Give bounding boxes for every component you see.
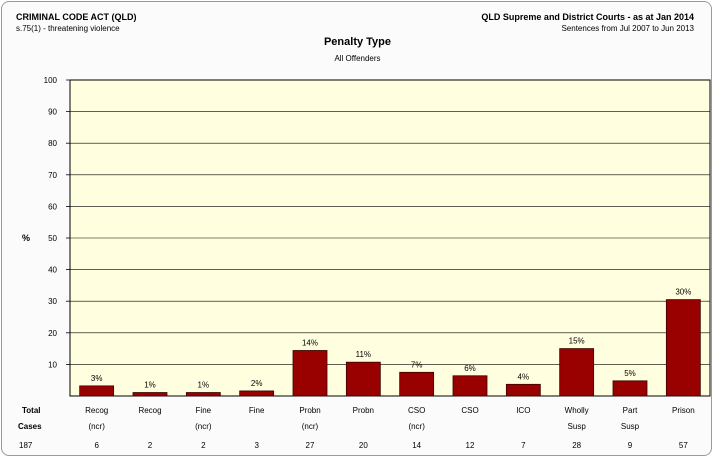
bar-value-label: 1% (144, 381, 156, 390)
bar (292, 350, 328, 397)
case-count: 12 (466, 441, 475, 450)
y-tick-label: 60 (48, 202, 57, 211)
y-tick-label: 40 (48, 266, 57, 275)
category-sublabel: (ncr) (408, 422, 425, 431)
bar (185, 392, 221, 397)
bar-value-label: 14% (302, 338, 318, 347)
case-count: 28 (572, 441, 581, 450)
cases-label: Cases (18, 422, 42, 431)
bar-value-label: 6% (464, 364, 476, 373)
y-tick-label: 100 (44, 76, 58, 85)
y-tick-label: 90 (48, 108, 57, 117)
category-sublabel: (ncr) (302, 422, 319, 431)
period-subtitle: Sentences from Jul 2007 to Jun 2013 (561, 24, 694, 33)
bar-value-label: 7% (411, 360, 423, 369)
category-label: Recog (138, 406, 161, 415)
total-label: Total (22, 406, 41, 415)
bar (665, 299, 701, 397)
case-count: 14 (412, 441, 421, 450)
case-count: 2 (201, 441, 206, 450)
category-label: CSO (461, 406, 478, 415)
bar (79, 385, 115, 397)
bar (452, 375, 488, 397)
case-count: 57 (679, 441, 688, 450)
bar (399, 371, 435, 397)
category-label: CSO (408, 406, 425, 415)
case-count: 9 (628, 441, 633, 450)
y-tick-label: 50 (48, 234, 57, 243)
y-tick-label: 30 (48, 297, 57, 306)
act-title: CRIMINAL CODE ACT (QLD) (16, 12, 137, 22)
category-label: Prison (672, 406, 695, 415)
case-count: 2 (148, 441, 153, 450)
bar-value-label: 11% (356, 350, 371, 359)
bar-value-label: 2% (251, 379, 263, 388)
bar-value-label: 1% (198, 381, 210, 390)
y-tick-label: 20 (48, 329, 57, 338)
bar (505, 383, 541, 397)
chart-subtitle: All Offenders (334, 54, 381, 63)
y-tick-label: 10 (48, 360, 57, 369)
bars (79, 299, 701, 397)
case-count: 6 (94, 441, 99, 450)
category-label: Fine (196, 406, 212, 415)
y-tick-label: 70 (48, 171, 57, 180)
bar (239, 390, 275, 397)
category-sublabel: (ncr) (88, 422, 105, 431)
category-label: Fine (249, 406, 265, 415)
bar-value-label: 3% (91, 374, 103, 383)
y-axis-label: % (22, 233, 30, 243)
case-count: 27 (306, 441, 315, 450)
bar (345, 361, 381, 397)
category-label: Wholly (565, 406, 589, 415)
category-label: ICO (516, 406, 530, 415)
category-sublabel: Susp (621, 422, 640, 431)
offence-subtitle: s.75(1) - threatening violence (16, 24, 120, 33)
gridlines (66, 79, 710, 365)
category-sublabel: (ncr) (195, 422, 212, 431)
bar-value-label: 5% (624, 369, 636, 378)
bar-value-label: 30% (675, 288, 691, 297)
y-tick-label: 80 (48, 139, 57, 148)
category-label: Part (623, 406, 638, 415)
case-count: 3 (254, 441, 259, 450)
bar-value-label: 4% (518, 372, 530, 381)
case-count: 20 (359, 441, 368, 450)
bar (612, 380, 648, 397)
category-label: Probn (353, 406, 374, 415)
bar (559, 348, 595, 397)
category-label: Probn (299, 406, 320, 415)
bar-value-label: 15% (569, 337, 585, 346)
court-title: QLD Supreme and District Courts - as at … (481, 12, 694, 22)
category-sublabel: Susp (568, 422, 587, 431)
bar (132, 392, 168, 397)
total-cases: 187 (19, 441, 33, 450)
labels: 10 20 30 40 50 60 70 80 90 100% 3% Recog (ncr) 6 1% Rec… (18, 76, 695, 450)
case-count: 7 (521, 441, 526, 450)
category-label: Recog (85, 406, 108, 415)
chart-title: Penalty Type (323, 36, 392, 48)
